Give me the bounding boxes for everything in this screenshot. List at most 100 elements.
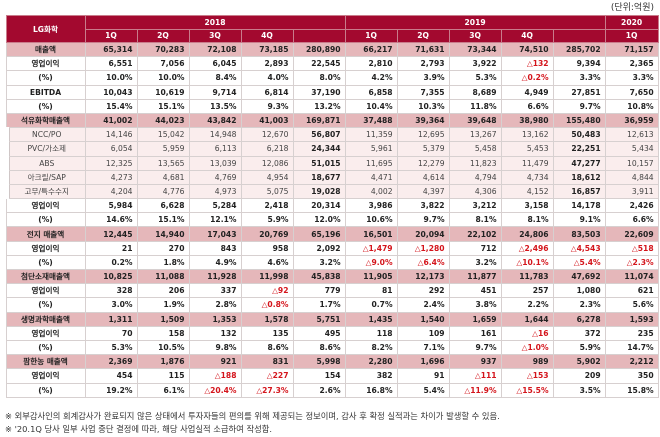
row-label: PVC/가소제 bbox=[3, 141, 86, 157]
table-row: (%) 5.3% 10.5% 9.8% 8.6% 8.6% 8.2% 7.1% 9.7% △1.0… bbox=[5, 339, 659, 356]
value-cell: 3.9% bbox=[396, 70, 450, 86]
value-cell: 37,190 bbox=[292, 84, 346, 100]
value-cell: 7,650 bbox=[604, 84, 659, 100]
value-cell: 13,039 bbox=[188, 155, 242, 171]
value-cell: 3.0% bbox=[84, 297, 138, 313]
value-cell: 280,890 bbox=[292, 41, 346, 58]
value-cell: △153 bbox=[500, 368, 554, 384]
table-row: 첨단소재매출액 10,825 11,088 11,928 11,998 45,838 11,… bbox=[5, 268, 659, 285]
value-cell: 7,355 bbox=[396, 84, 450, 100]
value-cell: 11,074 bbox=[604, 268, 659, 285]
value-cell: 2,793 bbox=[396, 56, 450, 72]
value-cell: 15,042 bbox=[136, 127, 190, 143]
value-cell: 3.3% bbox=[552, 70, 606, 86]
value-cell: 71,631 bbox=[396, 41, 450, 58]
value-cell: 5,984 bbox=[84, 198, 138, 214]
value-cell: 1,696 bbox=[396, 354, 450, 370]
value-cell: 9.7% bbox=[448, 339, 502, 356]
value-cell: 74,510 bbox=[500, 41, 554, 58]
row-label: (%) bbox=[5, 70, 86, 86]
row-label: 첨단소재매출액 bbox=[5, 268, 86, 285]
table-row: 영업이익 328 206 337 △92 779 81 292 451 257 1,080 621 bbox=[5, 283, 659, 299]
value-cell: 16,501 bbox=[344, 226, 398, 242]
value-cell: 12,695 bbox=[396, 127, 450, 143]
footnote-1: ※ 외부감사인의 회계감사가 완료되지 않은 상태에서 투자자들의 편의를 위해… bbox=[5, 411, 500, 421]
table-row: 생명과학매출액 1,311 1,509 1,353 1,578 5,751 1,435 1,5… bbox=[5, 311, 659, 327]
quarter-header: 1Q bbox=[604, 28, 659, 43]
value-cell: 83,503 bbox=[552, 226, 606, 242]
value-cell: △27.3% bbox=[240, 382, 294, 398]
value-cell: 1.7% bbox=[292, 297, 346, 313]
value-cell: 270 bbox=[136, 240, 190, 256]
value-cell: 337 bbox=[188, 283, 242, 299]
value-cell: 4,776 bbox=[136, 183, 190, 200]
value-cell: 1,311 bbox=[84, 311, 138, 327]
quarter-header bbox=[292, 28, 346, 43]
value-cell: 15.1% bbox=[136, 98, 190, 114]
value-cell: 257 bbox=[500, 283, 554, 299]
year-header-2019: 2019 bbox=[344, 15, 606, 30]
value-cell: 2.8% bbox=[188, 297, 242, 313]
row-label: (%) bbox=[5, 98, 86, 114]
value-cell: 11,783 bbox=[500, 268, 554, 285]
value-cell: 9,394 bbox=[552, 56, 606, 72]
quarter-header: 3Q bbox=[448, 28, 502, 43]
value-cell: △111 bbox=[448, 368, 502, 384]
footnote-2: ※ '20.1Q 당사 일부 사업 중단 결정에 따라, 해당 사업실적 소급하… bbox=[5, 424, 272, 434]
quarter-header: 2Q bbox=[396, 28, 450, 43]
value-cell: 154 bbox=[292, 368, 346, 384]
table-row: 매출액 65,314 70,283 72,108 73,185 280,890 66,217… bbox=[5, 41, 659, 58]
value-cell: 9.3% bbox=[240, 98, 294, 114]
value-cell: 37,488 bbox=[344, 112, 398, 129]
table-row: NCC/PO 14,146 15,042 14,948 12,670 56,807 11,3… bbox=[3, 127, 659, 143]
value-cell: 6,054 bbox=[84, 141, 138, 157]
value-cell: 12,279 bbox=[396, 155, 450, 171]
value-cell: 4,152 bbox=[500, 183, 554, 200]
value-cell: 382 bbox=[344, 368, 398, 384]
value-cell: △5.4% bbox=[552, 254, 606, 271]
value-cell: 13.5% bbox=[188, 98, 242, 114]
value-cell: 0.7% bbox=[344, 297, 398, 313]
value-cell: △1,479 bbox=[344, 240, 398, 256]
value-cell: 15.4% bbox=[84, 98, 138, 114]
value-cell: 5,075 bbox=[240, 183, 294, 200]
row-label: 전지 매출액 bbox=[5, 226, 86, 242]
value-cell: 65,196 bbox=[292, 226, 346, 242]
value-cell: 3,212 bbox=[448, 198, 502, 214]
value-cell: 7.1% bbox=[396, 339, 450, 356]
value-cell: 372 bbox=[552, 325, 606, 341]
quarter-header: 3Q bbox=[188, 28, 242, 43]
value-cell: 1,353 bbox=[188, 311, 242, 327]
value-cell: 4.9% bbox=[188, 254, 242, 271]
value-cell: 70 bbox=[84, 325, 138, 341]
value-cell: 24,806 bbox=[500, 226, 554, 242]
value-cell: 6,628 bbox=[136, 198, 190, 214]
value-cell: 39,648 bbox=[448, 112, 502, 129]
value-cell: 4,273 bbox=[84, 169, 138, 185]
value-cell: 8,689 bbox=[448, 84, 502, 100]
value-cell: 2,893 bbox=[240, 56, 294, 72]
value-cell: 27,851 bbox=[552, 84, 606, 100]
value-cell: △1,280 bbox=[396, 240, 450, 256]
value-cell: 15.8% bbox=[604, 382, 659, 398]
quarter-header: 4Q bbox=[240, 28, 294, 43]
row-label: 생명과학매출액 bbox=[5, 311, 86, 327]
value-cell: 44,023 bbox=[136, 112, 190, 129]
value-cell: 1.9% bbox=[136, 297, 190, 313]
value-cell: 3,922 bbox=[448, 56, 502, 72]
value-cell: 1,540 bbox=[396, 311, 450, 327]
table-row: (%) 3.0% 1.9% 2.8% △0.8% 1.7% 0.7% 2.4% 3.8% 2.2%… bbox=[5, 297, 659, 313]
value-cell: 91 bbox=[396, 368, 450, 384]
value-cell: △1.0% bbox=[500, 339, 554, 356]
table-row: 영업이익 5,984 6,628 5,284 2,418 20,314 3,986 3,822… bbox=[5, 198, 659, 214]
value-cell: 10,043 bbox=[84, 84, 138, 100]
value-cell: 11,479 bbox=[500, 155, 554, 171]
row-label: 매출액 bbox=[5, 41, 86, 58]
value-cell: 70,283 bbox=[136, 41, 190, 58]
value-cell: 115 bbox=[136, 368, 190, 384]
value-cell: 8.6% bbox=[292, 339, 346, 356]
value-cell: 2.4% bbox=[396, 297, 450, 313]
value-cell: 0.2% bbox=[84, 254, 138, 271]
value-cell: 12,086 bbox=[240, 155, 294, 171]
value-cell: 6,551 bbox=[84, 56, 138, 72]
